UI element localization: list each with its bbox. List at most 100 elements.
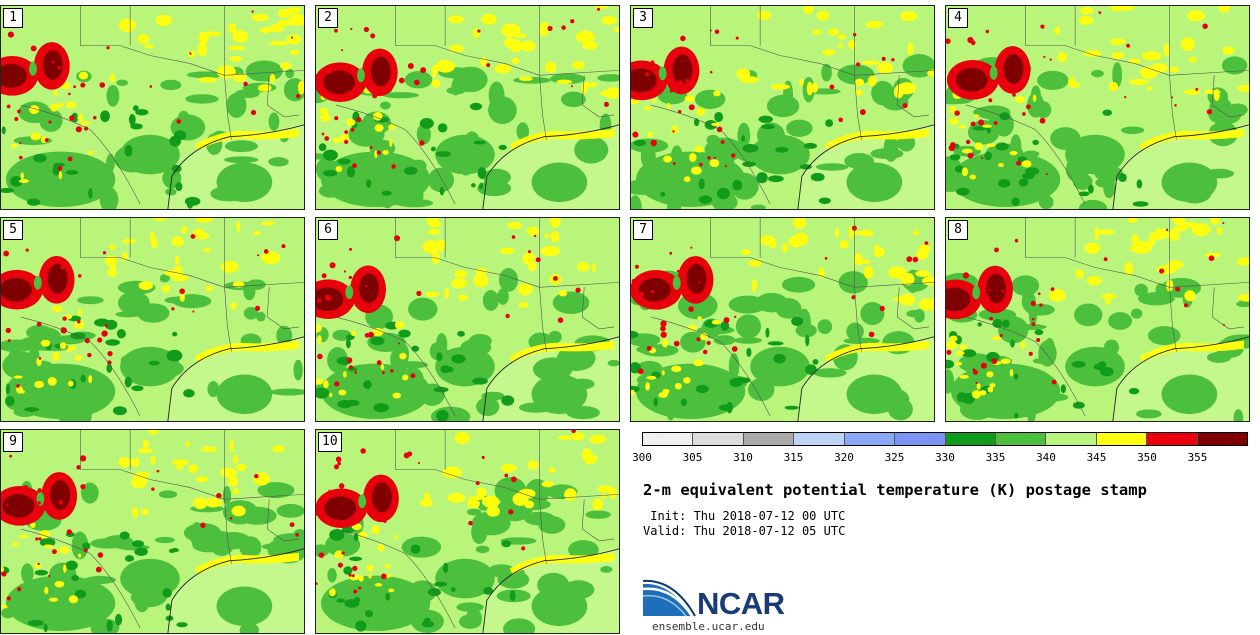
theta-e-cell	[286, 34, 302, 45]
theta-e-cell	[232, 454, 238, 465]
theta-e-cell	[688, 104, 695, 111]
theta-e-cell	[522, 252, 536, 265]
colorbar-segment	[1046, 433, 1097, 445]
theta-e-cell	[663, 155, 672, 163]
theta-e-cell	[58, 171, 62, 180]
theta-e-cell	[353, 589, 358, 594]
theta-e-cell	[816, 10, 830, 21]
theta-e-cell	[750, 134, 810, 175]
theta-e-cell	[414, 79, 420, 86]
theta-e-cell	[1080, 6, 1094, 15]
theta-e-cell	[503, 618, 536, 633]
theta-e-cell	[613, 26, 619, 33]
theta-e-cell	[149, 85, 153, 88]
theta-e-cell	[948, 144, 955, 152]
theta-e-cell	[694, 89, 726, 109]
theta-e-cell	[520, 40, 536, 52]
theta-e-cell	[155, 14, 172, 27]
hot-core	[50, 480, 71, 510]
theta-e-cell	[364, 610, 374, 618]
theta-e-cell	[760, 235, 776, 246]
theta-e-cell	[188, 464, 199, 474]
theta-e-cell	[1128, 78, 1149, 86]
theta-e-cell	[570, 19, 575, 24]
theta-e-cell	[80, 121, 91, 126]
theta-e-cell	[84, 338, 90, 344]
theta-e-cell	[448, 15, 464, 24]
theta-e-cell	[281, 244, 286, 249]
theta-e-cell	[435, 151, 451, 158]
theta-e-cell	[1032, 94, 1037, 102]
theta-e-cell	[1202, 23, 1208, 29]
theta-e-cell	[393, 235, 401, 242]
theta-e-cell	[66, 348, 71, 353]
theta-e-cell	[1039, 303, 1043, 307]
theta-e-cell	[1159, 268, 1165, 274]
theta-e-cell	[837, 34, 847, 40]
ensemble-member-panel-4: 4	[945, 5, 1250, 210]
theta-e-cell	[5, 151, 116, 208]
theta-e-cell	[343, 566, 353, 575]
theta-e-cell	[713, 157, 716, 160]
ensemble-member-panel-10: 10	[315, 429, 620, 634]
theta-e-cell	[422, 240, 441, 254]
theta-e-cell	[954, 110, 960, 116]
theta-e-cell	[674, 382, 682, 390]
theta-e-cell	[698, 195, 712, 204]
theta-e-cell	[1001, 289, 1005, 293]
theta-e-cell	[811, 82, 819, 93]
theta-e-field-map	[946, 6, 1249, 209]
theta-e-cell	[995, 142, 1009, 151]
theta-e-cell	[341, 551, 345, 555]
theta-e-cell	[498, 268, 519, 292]
theta-e-cell	[661, 370, 665, 376]
theta-e-cell	[535, 257, 541, 263]
theta-e-cell	[179, 292, 185, 302]
colorbar-tick-label: 300	[632, 451, 652, 464]
theta-e-cell	[37, 488, 42, 493]
theta-e-cell	[1057, 52, 1067, 63]
theta-e-cell	[946, 340, 958, 350]
theta-e-cell	[116, 329, 126, 339]
hot-core	[972, 285, 981, 300]
member-label: 7	[633, 220, 653, 240]
theta-e-cell	[469, 102, 483, 111]
coastal-band	[1139, 340, 1245, 363]
theta-e-cell	[907, 42, 914, 56]
theta-e-cell	[1184, 290, 1196, 302]
theta-e-cell	[65, 560, 78, 571]
theta-e-cell	[187, 51, 196, 58]
coastline	[167, 124, 304, 209]
theta-e-cell	[5, 327, 11, 334]
theta-e-cell	[662, 388, 670, 395]
theta-e-cell	[28, 619, 44, 627]
theta-e-cell	[750, 346, 810, 387]
hot-core	[1, 63, 28, 88]
theta-e-cell	[334, 28, 338, 33]
theta-e-cell	[349, 556, 363, 562]
website-link[interactable]: ensemble.ucar.edu	[652, 620, 765, 633]
theta-e-cell	[1, 604, 8, 609]
theta-e-cell	[154, 536, 175, 544]
theta-e-cell	[164, 296, 189, 304]
theta-e-cell	[479, 182, 484, 190]
theta-e-cell	[818, 197, 831, 204]
theta-e-cell	[345, 118, 356, 127]
theta-e-cell	[288, 13, 304, 27]
theta-e-cell	[645, 72, 650, 77]
theta-e-cell	[1078, 15, 1094, 25]
theta-e-cell	[404, 71, 433, 89]
theta-e-cell	[635, 363, 746, 420]
theta-e-cell	[320, 575, 431, 632]
theta-e-cell	[236, 221, 241, 232]
theta-e-cell	[318, 143, 327, 152]
theta-e-cell	[276, 325, 293, 346]
theta-e-cell	[119, 531, 130, 540]
theta-e-cell	[1120, 126, 1145, 135]
theta-e-cell	[888, 266, 907, 279]
theta-e-cell	[316, 512, 318, 516]
theta-e-cell	[53, 162, 65, 168]
theta-e-cell	[838, 271, 868, 294]
theta-e-cell	[501, 463, 517, 473]
theta-e-cell	[420, 498, 433, 507]
